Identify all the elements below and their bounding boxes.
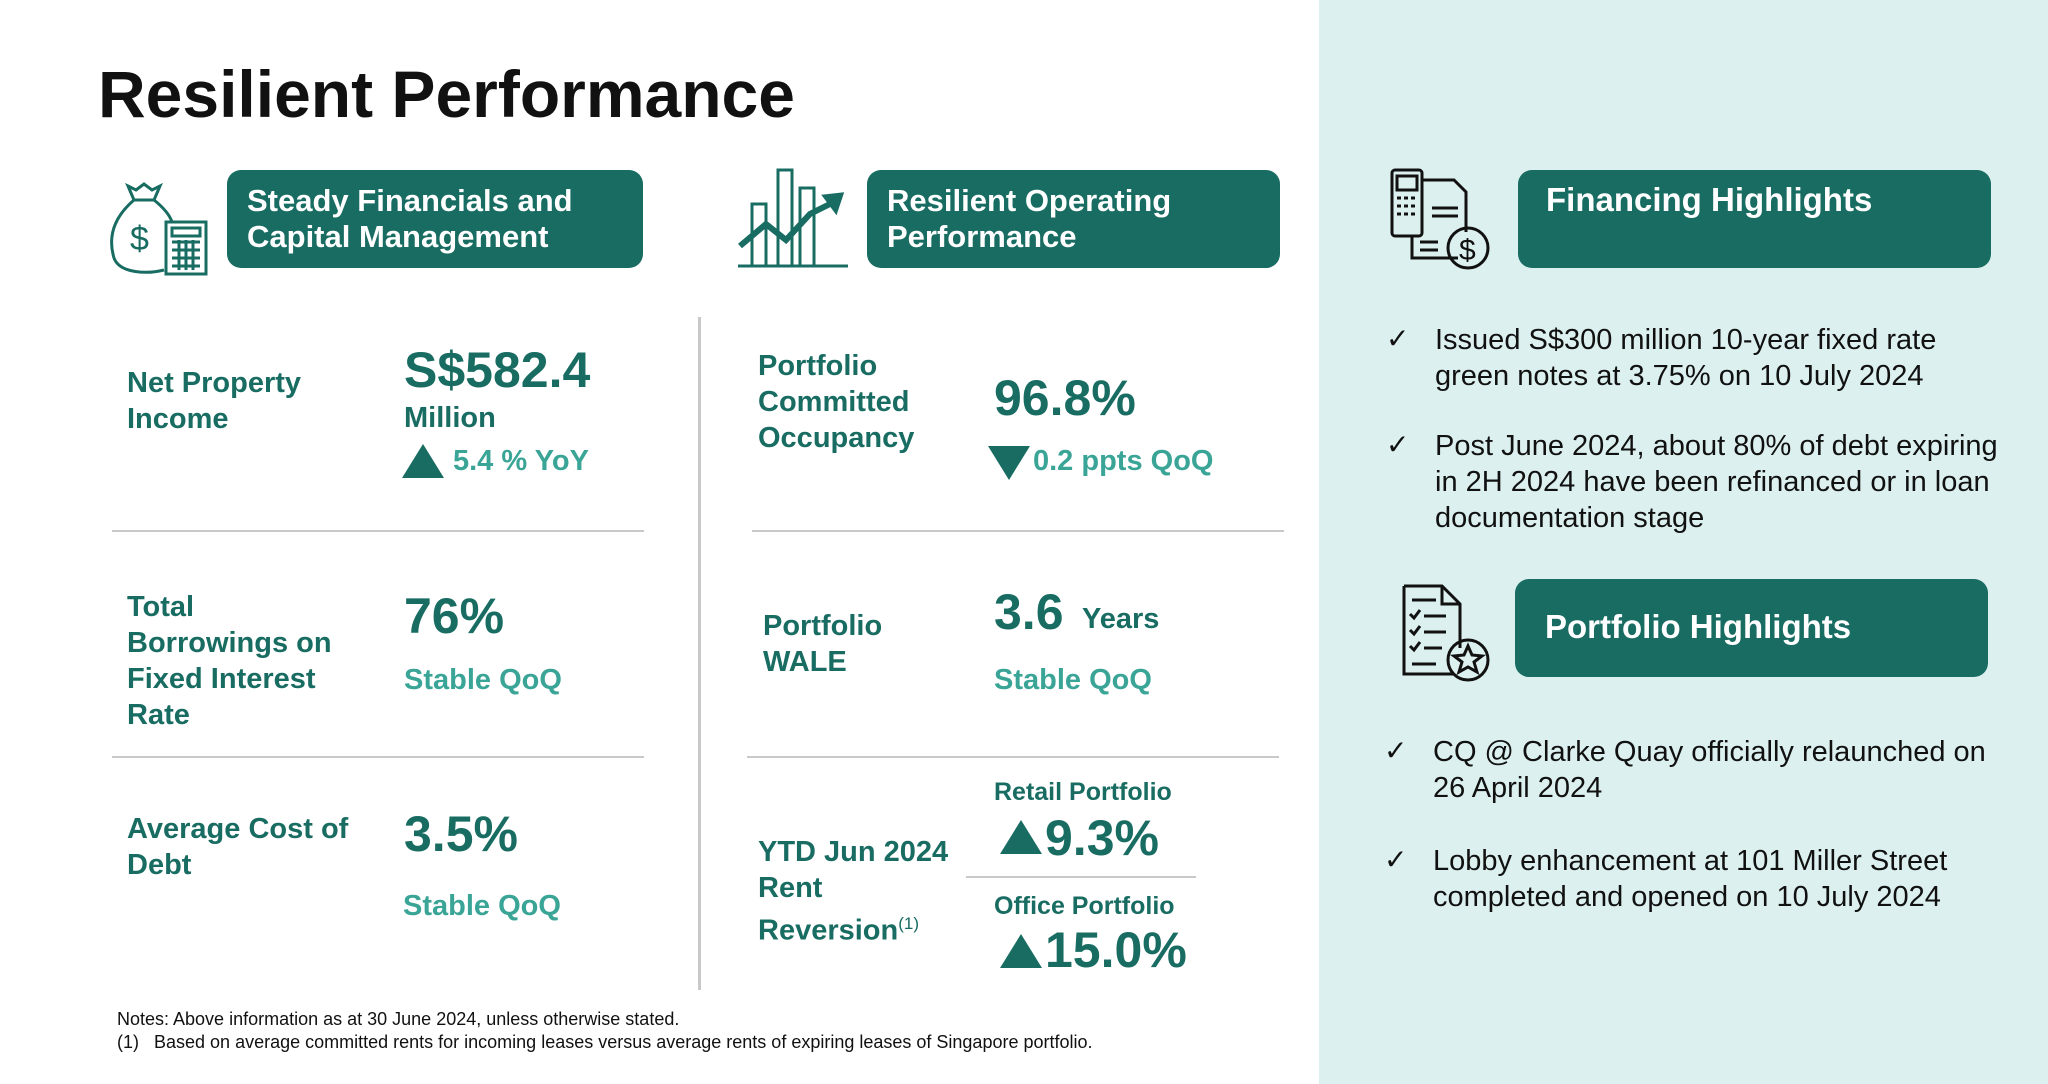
- section-header-financials: Steady Financials and Capital Management: [227, 170, 643, 268]
- reversion-label: YTD Jun 2024 Rent Reversion(1): [758, 834, 968, 949]
- footnote-line: (1) Based on average committed rents for…: [117, 1032, 1093, 1052]
- check-icon: ✓: [1386, 323, 1410, 354]
- check-icon: ✓: [1384, 844, 1408, 875]
- portfolio-bullet: Lobby enhancement at 101 Miller Street c…: [1433, 845, 1948, 913]
- wale-value: 3.6: [994, 584, 1064, 640]
- office-portfolio-label: Office Portfolio: [994, 892, 1175, 920]
- bar-chart-growth-icon: [738, 168, 848, 268]
- retail-reversion-value: 9.3%: [1045, 810, 1159, 866]
- retail-portfolio-label: Retail Portfolio: [994, 778, 1172, 806]
- wale-change: Stable QoQ: [994, 664, 1152, 696]
- portfolio-checklist-star-icon: [1402, 584, 1490, 682]
- section-header-portfolio: Portfolio Highlights: [1515, 579, 1988, 677]
- reversion-label-text: YTD Jun 2024 Rent Reversion: [758, 836, 949, 947]
- occupancy-value: 96.8%: [994, 370, 1136, 426]
- wale-unit: Years: [1082, 603, 1160, 635]
- occupancy-label: Portfolio Committed Occupancy: [758, 350, 915, 454]
- row-divider: [752, 530, 1284, 532]
- check-icon: ✓: [1386, 429, 1410, 460]
- fixed-rate-value: 76%: [404, 588, 505, 644]
- row-divider: [112, 756, 644, 758]
- up-arrow-icon: [402, 444, 444, 478]
- financing-bullet: Issued S$300 million 10-year fixed rate …: [1435, 324, 1937, 392]
- npi-label: Net Property Income: [127, 367, 302, 435]
- wale-label: Portfolio WALE: [763, 610, 883, 678]
- notes-line: Notes: Above information as at 30 June 2…: [117, 1009, 680, 1029]
- npi-value: S$582.4: [404, 342, 591, 398]
- section-header-operating: Resilient Operating Performance: [867, 170, 1280, 268]
- npi-unit: Million: [404, 402, 496, 434]
- portfolio-bullet: CQ @ Clarke Quay officially relaunched o…: [1433, 736, 1986, 804]
- financing-bullet: Post June 2024, about 80% of debt expiri…: [1435, 430, 1998, 534]
- cost-of-debt-change: Stable QoQ: [403, 890, 561, 922]
- section-header-financing: Financing Highlights: [1518, 170, 1991, 268]
- row-divider: [112, 530, 644, 532]
- row-divider: [747, 756, 1279, 758]
- occupancy-change: 0.2 ppts QoQ: [1033, 445, 1214, 477]
- financing-document-dollar-icon: $: [1390, 168, 1490, 270]
- check-icon: ✓: [1384, 735, 1408, 766]
- up-arrow-icon: [1000, 820, 1042, 854]
- page-title: Resilient Performance: [98, 57, 795, 131]
- column-divider: [698, 317, 701, 990]
- right-panel: [1319, 0, 2048, 1084]
- svg-text:$: $: [1459, 234, 1476, 267]
- down-arrow-icon: [988, 446, 1030, 480]
- money-bag-calculator-icon: $: [110, 182, 208, 276]
- office-reversion-value: 15.0%: [1045, 922, 1187, 978]
- npi-change: 5.4 % YoY: [453, 445, 589, 477]
- fixed-rate-label: Total Borrowings on Fixed Interest Rate: [127, 591, 332, 731]
- fixed-rate-change: Stable QoQ: [404, 664, 562, 696]
- up-arrow-icon: [1000, 934, 1042, 968]
- cost-of-debt-label: Average Cost of Debt: [127, 813, 349, 881]
- footnote-marker: (1): [898, 914, 920, 933]
- svg-text:$: $: [130, 220, 149, 258]
- reversion-divider: [966, 876, 1196, 878]
- cost-of-debt-value: 3.5%: [404, 806, 518, 862]
